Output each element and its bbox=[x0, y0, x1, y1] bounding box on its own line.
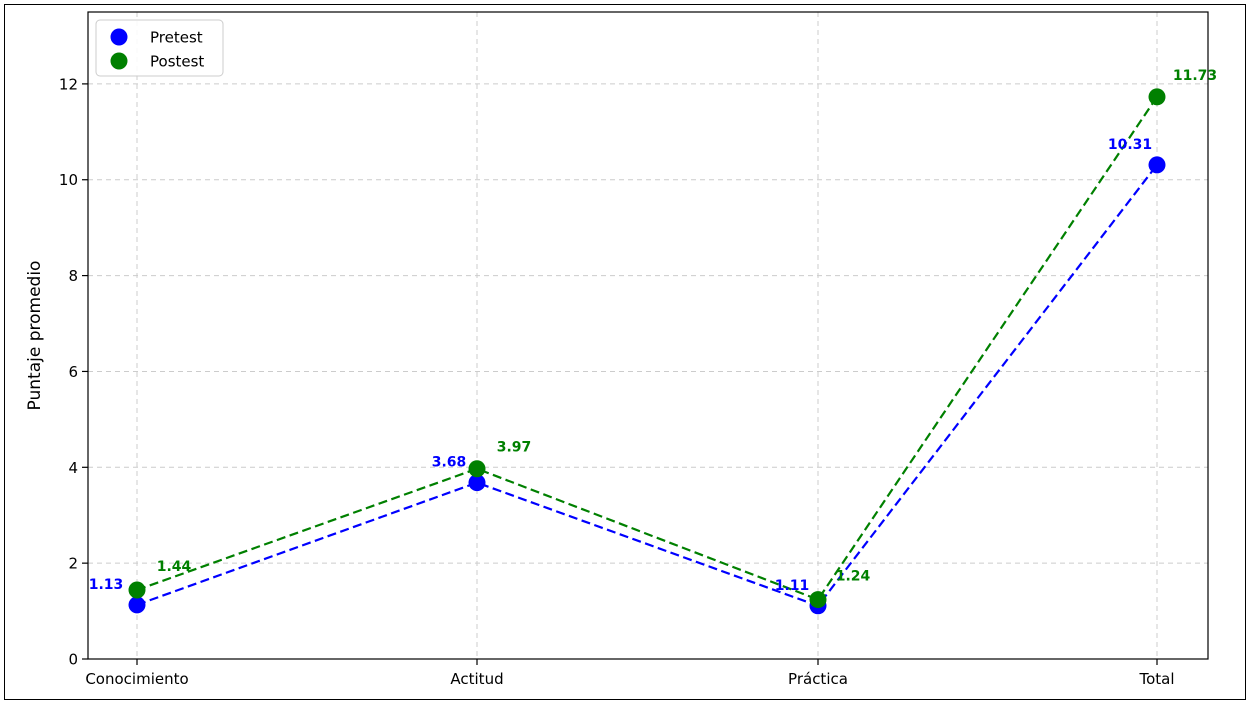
y-tick-label: 12 bbox=[59, 75, 78, 93]
data-label-postest: 1.24 bbox=[836, 569, 871, 585]
x-axis: Conocimiento Actitud Práctica Total bbox=[85, 659, 1175, 688]
data-point-postest bbox=[1148, 88, 1166, 106]
x-tick-label: Práctica bbox=[788, 670, 848, 688]
data-label-pretest: 10.31 bbox=[1108, 137, 1152, 153]
series-line-pretest bbox=[136, 164, 1158, 608]
y-axis: 0 2 4 6 8 10 12 bbox=[59, 75, 88, 669]
data-point-postest bbox=[128, 581, 146, 599]
series-group bbox=[128, 88, 1166, 615]
data-point-pretest bbox=[128, 596, 146, 614]
series-line-postest bbox=[136, 96, 1158, 601]
data-point-postest bbox=[809, 591, 827, 609]
legend-marker-pretest bbox=[110, 28, 128, 46]
y-tick-label: 4 bbox=[68, 459, 78, 477]
legend-box bbox=[95, 19, 224, 77]
data-label-postest: 3.97 bbox=[497, 440, 532, 456]
y-tick-label: 6 bbox=[68, 363, 78, 381]
legend-label-postest: Postest bbox=[150, 53, 204, 71]
data-point-postest bbox=[468, 460, 486, 478]
data-label-postest: 1.44 bbox=[157, 559, 192, 575]
x-tick-label: Total bbox=[1138, 670, 1174, 688]
plot-area bbox=[87, 11, 1209, 660]
legend-marker-postest bbox=[110, 52, 128, 70]
y-axis-label: Puntaje promedio bbox=[25, 261, 45, 411]
data-point-pretest bbox=[1148, 156, 1166, 174]
y-tick-label: 2 bbox=[68, 555, 78, 573]
data-labels: 1.13 3.68 1.11 10.31 1.44 3.97 1.24 11.73 bbox=[89, 68, 1217, 594]
x-tick-label: Actitud bbox=[450, 670, 503, 688]
data-label-pretest: 1.13 bbox=[89, 577, 124, 593]
y-tick-label: 0 bbox=[68, 651, 78, 669]
y-tick-label: 8 bbox=[68, 267, 78, 285]
data-point-pretest bbox=[468, 474, 486, 492]
data-label-postest: 11.73 bbox=[1173, 68, 1217, 84]
x-tick-label: Conocimiento bbox=[85, 670, 188, 688]
legend: Pretest Postest bbox=[95, 19, 224, 77]
y-tick-label: 10 bbox=[59, 171, 78, 189]
legend-label-pretest: Pretest bbox=[150, 29, 203, 47]
data-label-pretest: 1.11 bbox=[775, 578, 810, 594]
data-label-pretest: 3.68 bbox=[432, 455, 467, 471]
